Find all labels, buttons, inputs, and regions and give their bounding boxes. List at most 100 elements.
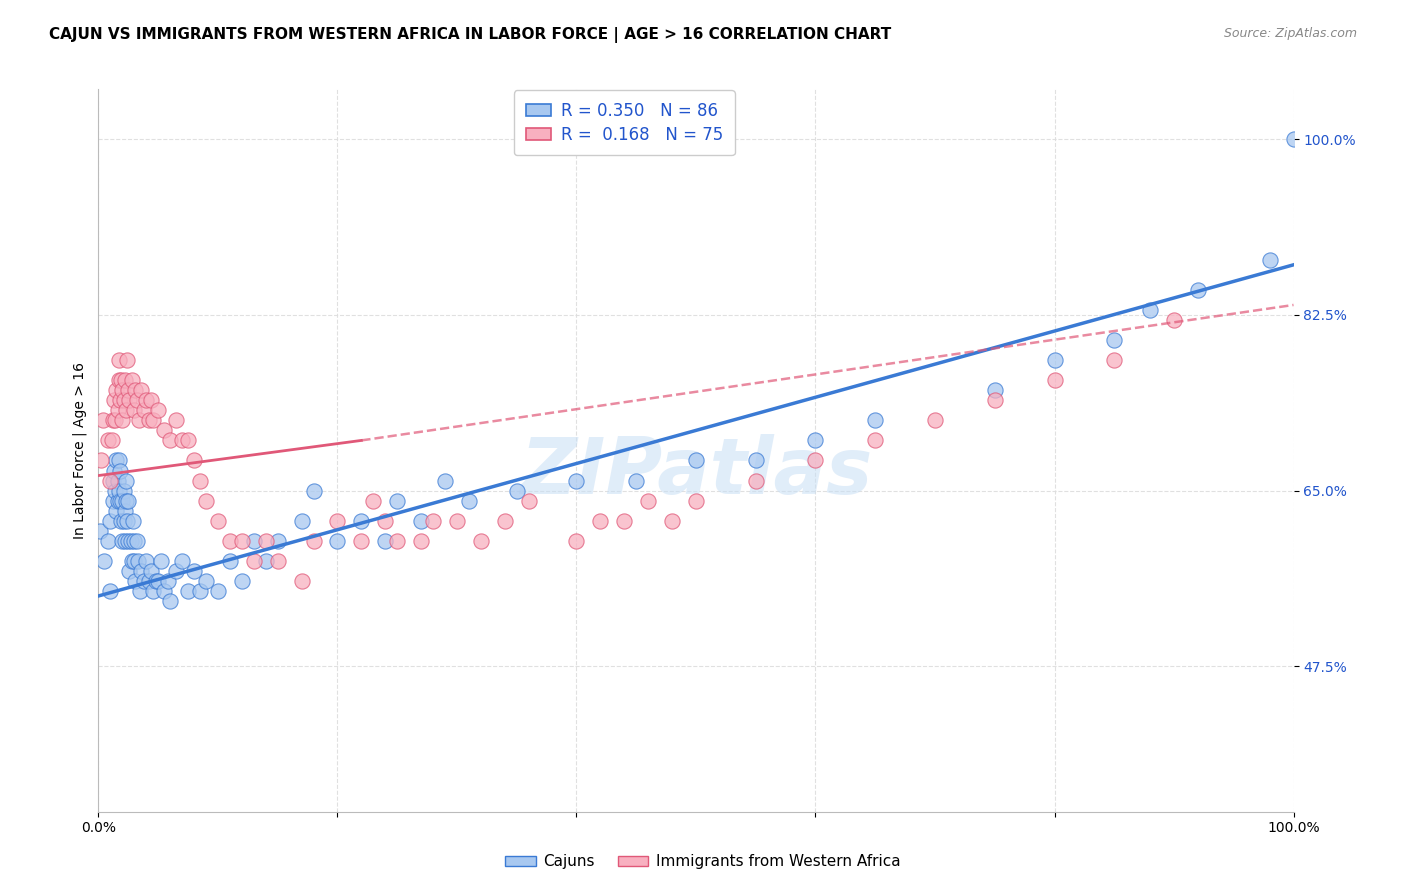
Text: ZIPatlas: ZIPatlas <box>520 434 872 510</box>
Point <box>101 493 124 508</box>
Point <box>626 474 648 488</box>
Point <box>865 413 887 427</box>
Point <box>1258 252 1281 267</box>
Point <box>118 564 141 578</box>
Point <box>114 373 136 387</box>
Point <box>89 524 111 538</box>
Point <box>105 503 128 517</box>
Point <box>107 483 129 498</box>
Point <box>374 533 396 548</box>
Point <box>108 493 131 508</box>
Point <box>149 554 172 568</box>
Point <box>804 434 827 448</box>
Point <box>105 453 128 467</box>
Point <box>188 583 211 598</box>
Point <box>1104 353 1126 368</box>
Point <box>243 533 266 548</box>
Point <box>637 493 659 508</box>
Point <box>128 413 150 427</box>
Point <box>101 474 124 488</box>
Text: Source: ZipAtlas.com: Source: ZipAtlas.com <box>1223 27 1357 40</box>
Point <box>374 514 396 528</box>
Point <box>1043 353 1066 368</box>
Point <box>111 493 134 508</box>
Point <box>470 533 492 548</box>
Point <box>127 554 149 568</box>
Point <box>1187 283 1209 297</box>
Point <box>506 483 529 498</box>
Point <box>131 564 153 578</box>
Point <box>121 554 143 568</box>
Point <box>122 514 145 528</box>
Point <box>745 474 768 488</box>
Point <box>924 413 946 427</box>
Point <box>350 514 373 528</box>
Point <box>98 514 122 528</box>
Point <box>121 373 143 387</box>
Point <box>115 353 138 368</box>
Point <box>172 434 194 448</box>
Point <box>111 413 134 427</box>
Point <box>446 514 468 528</box>
Point <box>661 514 683 528</box>
Point <box>142 583 165 598</box>
Point <box>129 583 152 598</box>
Point <box>114 503 136 517</box>
Point <box>804 453 827 467</box>
Point <box>745 453 768 467</box>
Point <box>124 403 146 417</box>
Point <box>326 533 349 548</box>
Point <box>195 493 218 508</box>
Point <box>139 393 162 408</box>
Point <box>101 413 124 427</box>
Point <box>984 393 1007 408</box>
Point <box>97 533 120 548</box>
Point <box>112 483 135 498</box>
Point <box>1282 132 1305 146</box>
Point <box>148 574 170 588</box>
Point <box>104 413 127 427</box>
Point <box>219 554 242 568</box>
Point <box>1163 313 1185 327</box>
Point <box>107 403 129 417</box>
Point <box>517 493 540 508</box>
Point <box>302 533 325 548</box>
Point <box>494 514 516 528</box>
Point <box>865 434 887 448</box>
Point <box>135 554 157 568</box>
Legend: R = 0.350   N = 86, R =  0.168   N = 75: R = 0.350 N = 86, R = 0.168 N = 75 <box>515 90 734 155</box>
Point <box>326 514 349 528</box>
Point <box>132 574 155 588</box>
Point <box>207 514 229 528</box>
Point <box>153 583 176 598</box>
Point <box>195 574 218 588</box>
Point <box>110 514 132 528</box>
Point <box>125 393 148 408</box>
Point <box>411 533 433 548</box>
Point <box>363 493 385 508</box>
Point <box>132 403 155 417</box>
Point <box>107 373 129 387</box>
Point <box>118 393 141 408</box>
Point <box>135 393 157 408</box>
Point <box>108 393 131 408</box>
Point <box>117 384 139 398</box>
Point <box>159 434 181 448</box>
Point <box>115 474 138 488</box>
Point <box>165 413 187 427</box>
Point <box>183 453 205 467</box>
Point <box>1104 333 1126 347</box>
Point <box>107 453 129 467</box>
Point <box>254 554 277 568</box>
Point <box>115 493 138 508</box>
Point <box>685 493 707 508</box>
Point <box>138 413 160 427</box>
Point <box>231 574 253 588</box>
Point <box>120 533 142 548</box>
Point <box>111 384 134 398</box>
Point <box>411 514 433 528</box>
Point <box>188 474 211 488</box>
Point <box>243 554 266 568</box>
Point <box>565 533 588 548</box>
Point <box>112 514 135 528</box>
